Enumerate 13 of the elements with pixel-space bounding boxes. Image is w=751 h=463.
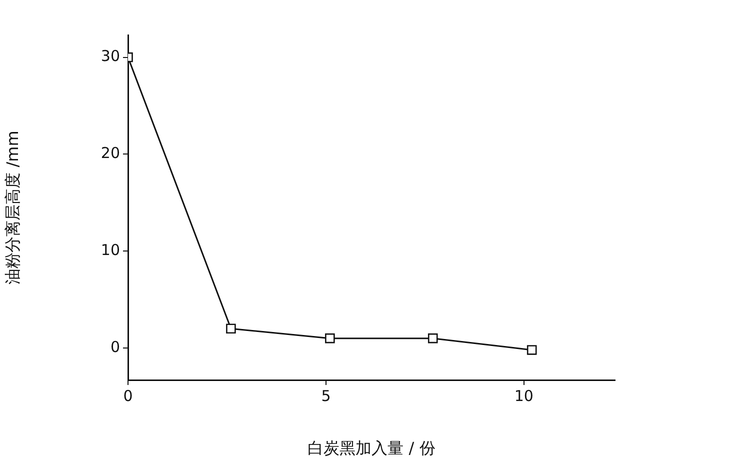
- y-tick-label: 0: [110, 338, 120, 356]
- point: [226, 324, 236, 334]
- y-tick-label: 20: [100, 144, 120, 162]
- y-tick-label: 30: [100, 47, 120, 66]
- x-tick-label: 0: [123, 386, 133, 405]
- point: [325, 333, 335, 344]
- x-tick-label: 10: [514, 386, 534, 405]
- x-axis-title: 白炭黑加入量 / 份: [308, 438, 436, 458]
- x-tick-label: 5: [321, 386, 331, 405]
- point: [428, 333, 438, 344]
- point: [526, 345, 537, 355]
- y-axis-title: 油粉分离层高度 /mm: [2, 130, 22, 284]
- y-tick-label: 10: [100, 241, 120, 259]
